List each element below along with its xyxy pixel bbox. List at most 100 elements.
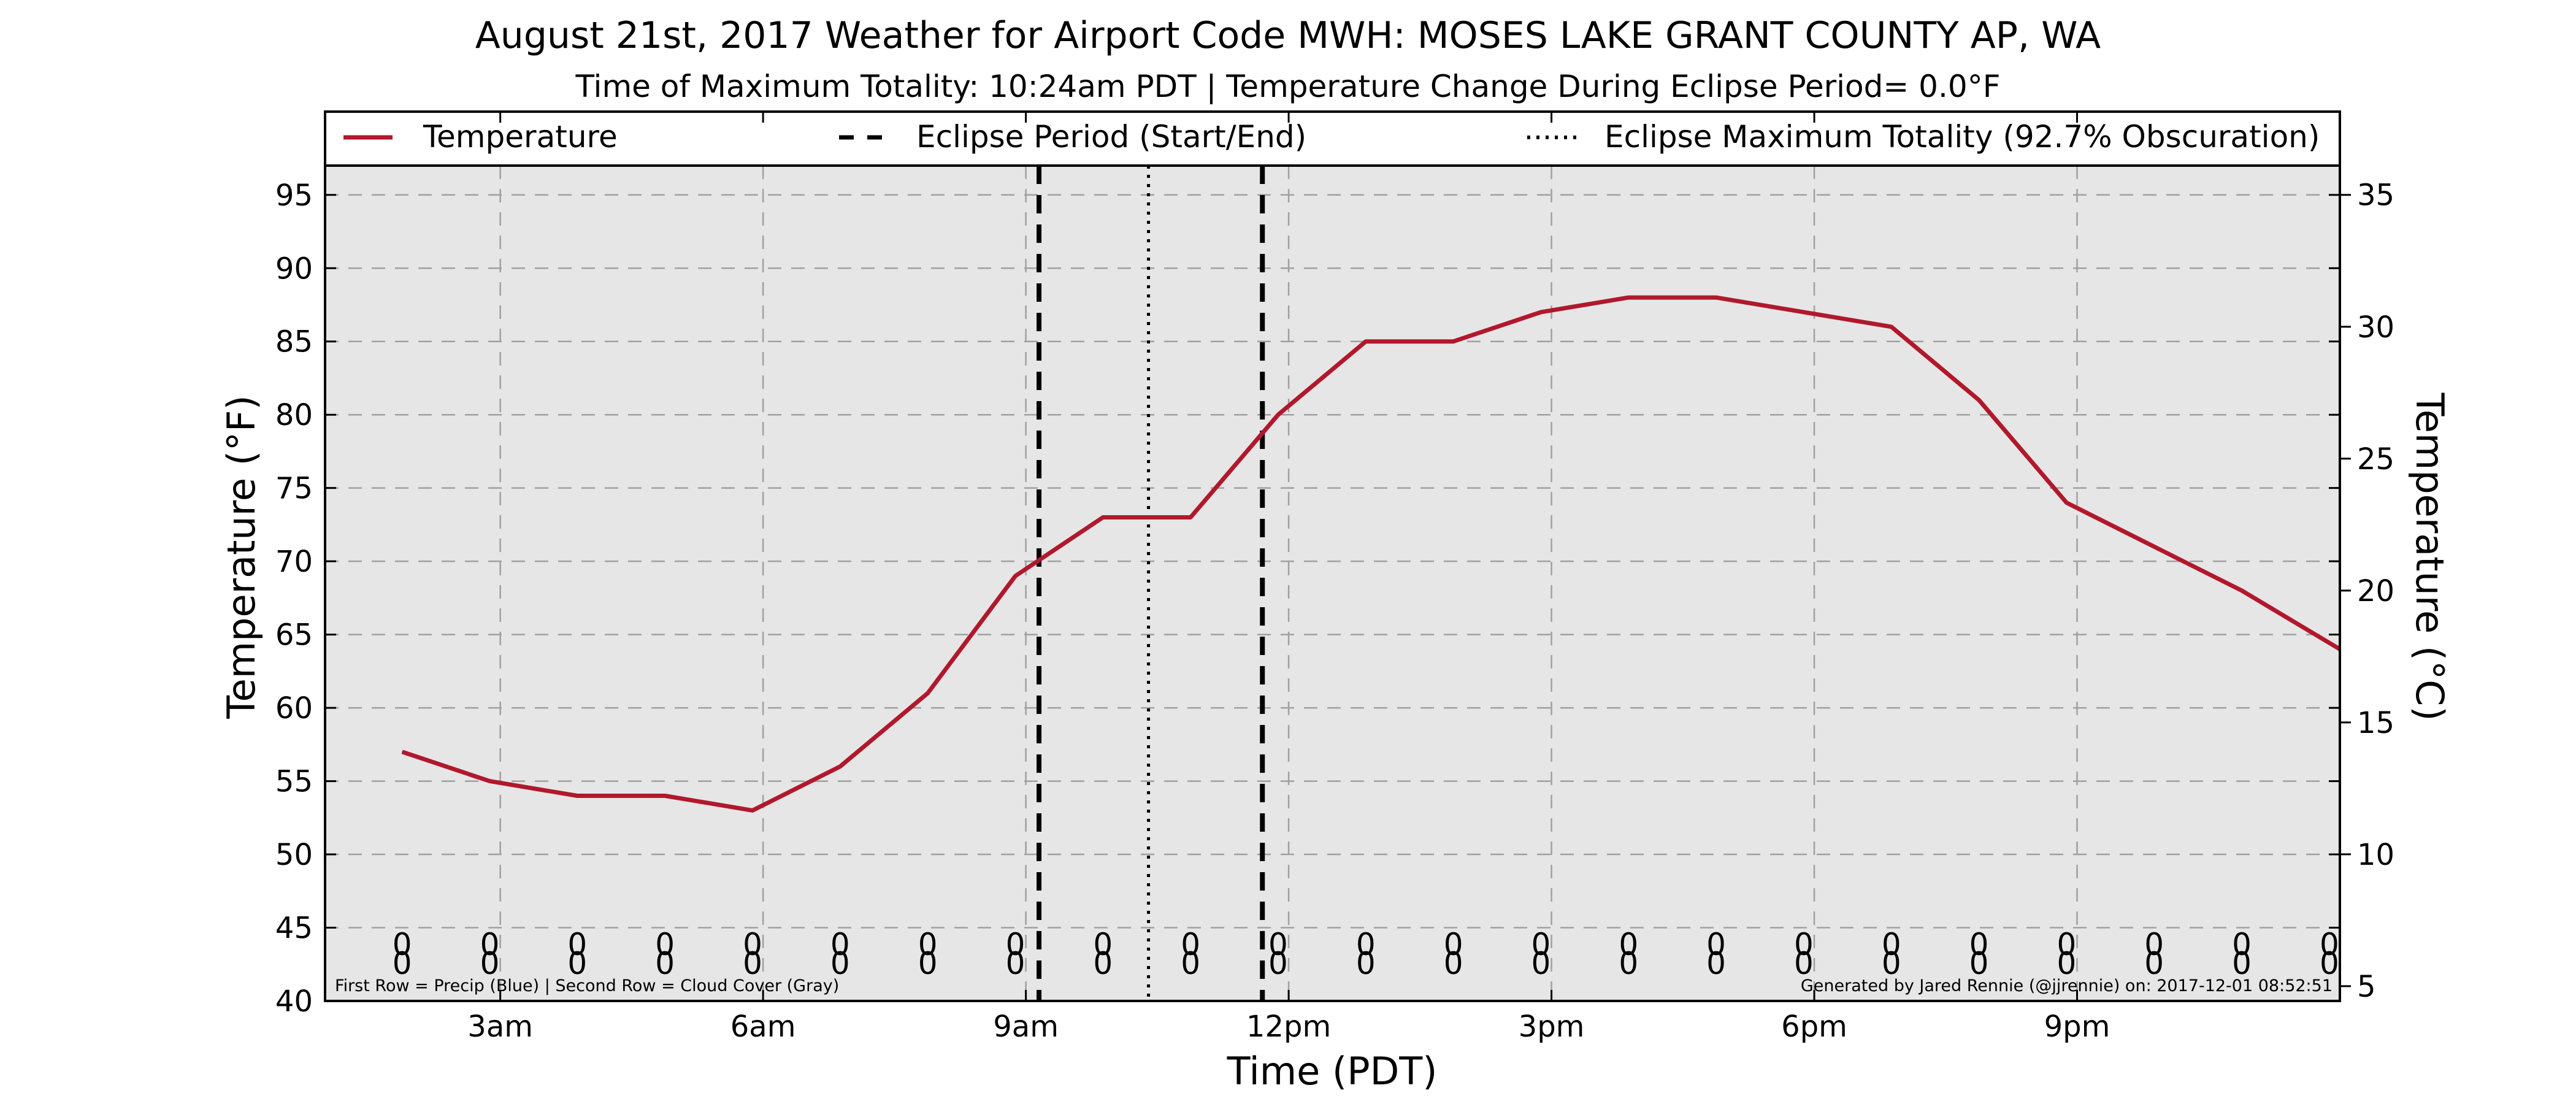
y-tick-label: 40 — [275, 984, 313, 1019]
cloud-cover-symbol: 0 — [1619, 946, 1638, 981]
data-point — [1365, 341, 1367, 342]
cloud-cover-symbol: 0 — [393, 946, 412, 981]
x-tick-label: 3am — [467, 1010, 533, 1044]
y-tick-label: 60 — [275, 691, 313, 726]
y2-tick-label: 20 — [2357, 574, 2394, 608]
footnote-right: Generated by Jared Rennie (@jjrennie) on… — [1801, 976, 2333, 995]
y-tick-label: 90 — [275, 251, 313, 286]
cloud-cover-symbol: 0 — [2057, 946, 2076, 981]
cloud-cover-symbol: 0 — [1356, 946, 1376, 981]
data-point — [1014, 575, 1016, 577]
y2-tick-label: 25 — [2357, 442, 2394, 477]
cloud-cover-symbol: 0 — [567, 946, 587, 981]
chart-subtitle: Time of Maximum Totality: 10:24am PDT | … — [575, 69, 2001, 104]
precip-symbol: 0 — [743, 927, 762, 962]
y-tick-label: 70 — [275, 545, 313, 579]
y2-axis-label: Temperature (°C) — [2407, 392, 2452, 721]
cloud-cover-symbol: 0 — [1531, 946, 1551, 981]
x-axis-label: Time (PDT) — [1227, 1049, 1438, 1094]
precip-symbol: 0 — [1444, 927, 1463, 962]
y2-tick-label: 30 — [2357, 310, 2394, 345]
y-tick-label: 55 — [275, 765, 313, 799]
axes: 40 45 50 55 60 65 70 75 80 85 90 95 5 10 15 20 25 30 35 3am… — [275, 112, 2394, 1044]
precip-symbol: 0 — [2232, 927, 2252, 962]
precip-symbol: 0 — [1794, 927, 1814, 962]
y2-tick-label: 5 — [2357, 970, 2376, 1004]
cloud-cover-symbol: 0 — [1882, 946, 1901, 981]
eclipse-lines — [1037, 166, 1265, 1001]
precip-symbol: 0 — [655, 927, 675, 962]
precip-symbol: 0 — [1006, 927, 1025, 962]
data-point — [577, 795, 578, 796]
precip-symbol: 0 — [1706, 927, 1726, 962]
precip-symbol: 0 — [1969, 927, 1989, 962]
plot-frame — [324, 110, 2341, 1002]
data-point — [1891, 326, 1892, 328]
plot-area — [325, 166, 2340, 1001]
data-point — [1453, 341, 1454, 342]
y-tick-label: 45 — [275, 911, 313, 946]
x-tick-label: 3pm — [1519, 1010, 1585, 1044]
precip-symbol: 0 — [567, 927, 587, 962]
y2-tick-label: 35 — [2357, 178, 2394, 213]
data-point — [1190, 516, 1191, 518]
x-tick-label: 12pm — [1246, 1010, 1331, 1044]
precip-symbol: 0 — [393, 927, 412, 962]
y-tick-label: 85 — [275, 325, 313, 359]
cloud-cover-symbol: 0 — [743, 946, 762, 981]
data-point — [2066, 502, 2067, 504]
precip-symbol: 0 — [1531, 927, 1551, 962]
footnote-left: First Row = Precip (Blue) | Second Row =… — [335, 976, 839, 995]
cloud-cover-symbol: 0 — [2320, 946, 2339, 981]
cloud-cover-symbol: 0 — [1794, 946, 1814, 981]
cloud-cover-symbol: 0 — [1006, 946, 1025, 981]
legend-label-eclipse-period: Eclipse Period (Start/End) — [916, 119, 1306, 155]
symbol-rows: 0000000000000000000000000000000000000000… — [393, 927, 2339, 981]
cloud-cover-symbol: 0 — [2232, 946, 2252, 981]
grid-lines — [325, 166, 2340, 1001]
cloud-cover-symbol: 0 — [1093, 946, 1113, 981]
chart-title: August 21st, 2017 Weather for Airport Co… — [475, 14, 2101, 57]
y-axis-label: Temperature (°F) — [219, 395, 264, 719]
precip-symbol: 0 — [1093, 927, 1113, 962]
y-tick-label: 95 — [275, 178, 313, 213]
y-tick-label: 50 — [275, 838, 313, 872]
y-tick-label: 80 — [275, 398, 313, 432]
precip-symbol: 0 — [1882, 927, 1901, 962]
y2-tick-label: 10 — [2357, 838, 2394, 872]
precip-symbol: 0 — [1181, 927, 1200, 962]
cloud-cover-symbol: 0 — [1444, 946, 1463, 981]
precip-symbol: 0 — [918, 927, 938, 962]
series-layer — [401, 295, 2341, 813]
precip-symbol: 0 — [830, 927, 850, 962]
cloud-cover-symbol: 0 — [1181, 946, 1200, 981]
x-tick-label: 6pm — [1781, 1010, 1847, 1044]
y2-tick-label: 15 — [2357, 706, 2394, 740]
legend-label-eclipse-max: Eclipse Maximum Totality (92.7% Obscurat… — [1604, 119, 2320, 155]
precip-symbol: 0 — [2144, 927, 2164, 962]
x-tick-label: 6am — [730, 1010, 796, 1044]
precip-symbol: 0 — [1268, 927, 1288, 962]
cloud-cover-symbol: 0 — [830, 946, 850, 981]
cloud-cover-symbol: 0 — [1268, 946, 1288, 981]
cloud-cover-symbol: 0 — [1969, 946, 1989, 981]
cloud-cover-symbol: 0 — [655, 946, 675, 981]
precip-symbol: 0 — [1356, 927, 1376, 962]
data-point — [2153, 546, 2155, 547]
precip-symbol: 0 — [2057, 927, 2076, 962]
cloud-cover-symbol: 0 — [480, 946, 500, 981]
precip-symbol: 0 — [2320, 927, 2339, 962]
x-tick-label: 9am — [993, 1010, 1059, 1044]
data-point — [752, 810, 753, 811]
precip-symbol: 0 — [1619, 927, 1638, 962]
precip-symbol: 0 — [480, 927, 500, 962]
cloud-cover-symbol: 0 — [2144, 946, 2164, 981]
legend-label-temperature: Temperature — [423, 119, 618, 155]
y-tick-label: 65 — [275, 618, 313, 653]
cloud-cover-symbol: 0 — [918, 946, 938, 981]
cloud-cover-symbol: 0 — [1706, 946, 1726, 981]
data-point — [1628, 297, 1629, 298]
data-point — [927, 692, 929, 694]
x-tick-label: 9pm — [2044, 1010, 2110, 1044]
